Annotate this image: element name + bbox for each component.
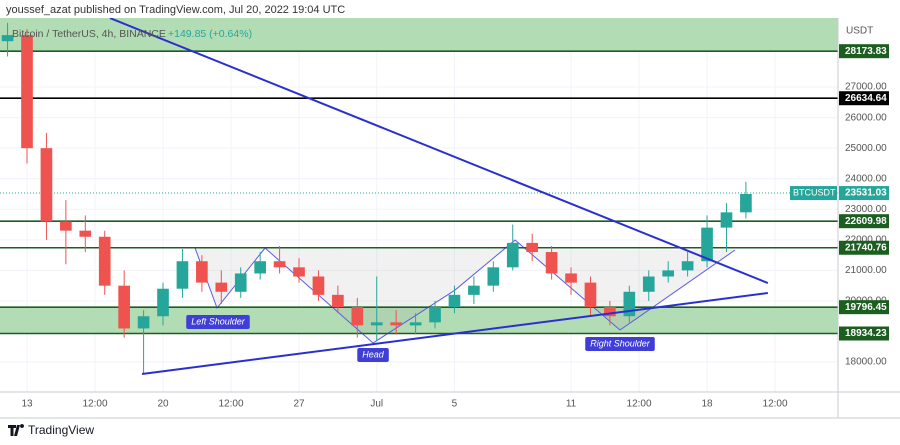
last-price-box [839,186,889,201]
candles [1,22,752,375]
y-axis-label: USDT [846,26,873,37]
candle-body [98,236,111,286]
tradingview-logo: TradingView [8,423,94,437]
y-tick-label: 22000.00 [845,234,887,245]
candle-body [176,261,189,289]
candle-body [351,307,364,326]
candle-body [137,316,150,329]
x-tick-label: 12:00 [82,399,107,410]
candle-body [584,282,597,308]
annotation-label: Left Shoulder [191,316,246,326]
last-price-name-box [790,186,837,201]
candle-body [701,227,713,262]
candle-body [118,285,130,329]
candle-body [40,148,53,222]
x-tick-label: 13 [21,399,33,410]
candle-body [662,270,675,277]
candle-body [545,252,558,274]
y-tick-label: 23000.00 [845,204,887,215]
y-tick-label: 18000.00 [845,357,887,368]
pattern-shade [195,240,736,344]
candle-body [60,221,72,231]
published-note: youssef_azat published on TradingView.co… [6,4,345,16]
y-tick-label: 25000.00 [845,143,887,154]
zones [0,18,838,334]
annotation-label: Right Shoulder [590,338,651,348]
candle-body [409,322,422,326]
axes: 18000.0020000.0021000.0022000.0023000.00… [21,44,889,410]
candle-body [21,35,33,149]
level-label-box [839,300,889,315]
annotation-box [186,315,250,330]
trendlines [109,18,769,375]
level-label-box [839,214,889,229]
candle-body [370,322,383,326]
last-price-label: 23531.03 [845,188,887,199]
x-tick-label: 27 [293,399,305,410]
annotation-box [585,337,655,352]
x-tick-label: 12:00 [763,399,788,410]
level-label: 22609.98 [845,216,887,227]
candle-body [1,35,14,42]
candle-body [293,267,305,277]
last-price-name: BTCUSDT [793,187,836,197]
levels [0,50,838,335]
level-label-box [839,44,889,59]
chart-title: Bitcoin / TetherUS, 4h, BINANCE [12,28,166,40]
logo-text: TradingView [28,423,94,437]
candle-body [215,282,228,292]
candle-body [234,273,247,292]
candle-body [604,307,616,317]
candle-body [254,261,266,274]
annotation-label: Head [362,349,385,359]
grid [0,18,838,392]
x-tick-label: 11 [566,399,577,410]
candle-body [740,194,752,213]
y-tick-label: 24000.00 [845,173,887,184]
x-tick-label: 12:00 [219,399,244,410]
candle-body [312,276,325,295]
level-label: 26634.64 [845,93,887,104]
candle-body [79,230,92,237]
candle-body [642,276,655,292]
candle-body [565,273,577,283]
level-label: 28173.83 [845,46,887,57]
candle-body [332,294,344,308]
y-tick-label: 21000.00 [845,265,887,276]
level-label-box [839,91,889,106]
candle-body [196,261,208,283]
price-change: +149.85 (+0.64%) [168,28,252,40]
candle-body [526,242,539,253]
level-label: 21740.76 [845,242,887,253]
candle-body [681,261,694,271]
candle-body [273,261,286,268]
trendline [109,18,769,284]
y-tick-label: 27000.00 [845,82,887,93]
annotations: Left Shoulder Head Right Shoulder [186,315,655,363]
level-label: 19796.45 [845,302,887,313]
candle-body [468,285,480,295]
candle-body [390,322,402,326]
zone [0,18,838,52]
candle-body [429,307,441,323]
level-label: 18934.23 [845,328,887,339]
x-tick-label: 18 [701,399,713,410]
x-tick-label: Jul [370,399,383,410]
candle-body [487,267,500,286]
level-label-box [839,240,889,255]
x-tick-label: 12:00 [627,399,652,410]
candle-body [720,212,733,228]
x-tick-label: 5 [452,399,458,410]
x-tick-label: 20 [157,399,169,410]
level-label-box [839,326,889,341]
candle-body [157,288,169,317]
trendline [141,292,768,375]
candle-body [448,294,461,308]
annotation-box [357,348,389,363]
y-tick-label: 26000.00 [845,112,887,123]
candle-body [623,291,636,317]
candle-body [506,242,519,268]
